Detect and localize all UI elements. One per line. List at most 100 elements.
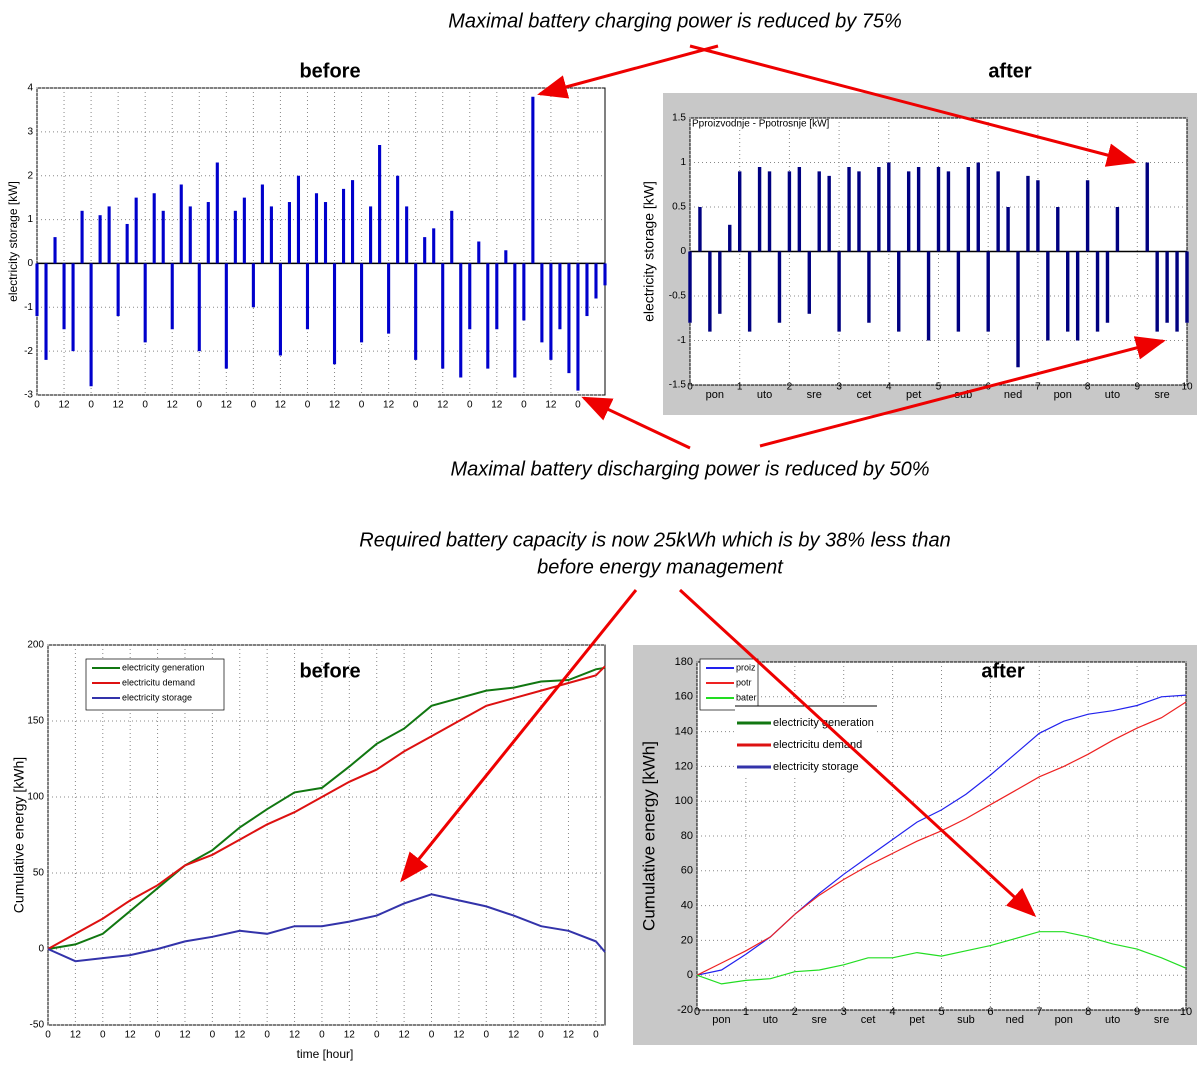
x-tick-label: 3 xyxy=(836,382,842,393)
x-tick-label: 12 xyxy=(58,400,70,411)
x-tick-label: 12 xyxy=(344,1030,356,1041)
y-tick-label: 180 xyxy=(675,656,693,668)
x-tick-label: 12 xyxy=(234,1030,246,1041)
y-tick-label: -1 xyxy=(24,302,33,313)
x-axis-label: time [hour] xyxy=(297,1047,354,1061)
y-tick-label: -1.5 xyxy=(669,380,687,391)
x-tick-label: 0 xyxy=(45,1030,51,1041)
y-tick-label: 0 xyxy=(680,246,686,257)
y-axis-label: Cumulative energy [kWh] xyxy=(639,741,658,931)
day-label: sre xyxy=(1155,389,1170,401)
day-label: cet xyxy=(857,389,872,401)
series-line xyxy=(696,931,1187,985)
x-tick-label: 0 xyxy=(100,1030,106,1041)
day-label: pet xyxy=(909,1014,924,1026)
day-label: pon xyxy=(712,1014,730,1026)
legend-label: electricitu demand xyxy=(122,677,195,687)
y-tick-label: 50 xyxy=(33,868,45,879)
day-label: uto xyxy=(1105,1014,1120,1026)
x-tick-label: 0 xyxy=(264,1030,270,1041)
legend-label: electricity generation xyxy=(773,717,874,729)
x-tick-label: 2 xyxy=(792,1006,798,1018)
chart-title: after xyxy=(981,660,1025,682)
y-tick-label: 200 xyxy=(27,640,44,651)
x-tick-label: 0 xyxy=(359,400,365,411)
y-tick-label: 80 xyxy=(681,830,693,842)
day-label: ned xyxy=(1006,1014,1024,1026)
y-tick-label: 120 xyxy=(675,760,693,772)
y-tick-label: 1 xyxy=(27,214,33,225)
x-tick-label: 10 xyxy=(1181,382,1193,393)
x-tick-label: 0 xyxy=(694,1006,700,1018)
x-tick-label: 0 xyxy=(34,400,40,411)
day-label: sub xyxy=(954,389,972,401)
y-tick-label: 150 xyxy=(27,716,44,727)
x-tick-label: 0 xyxy=(429,1030,435,1041)
y-tick-label: 2 xyxy=(27,170,33,181)
y-tick-label: -1 xyxy=(677,335,686,346)
y-tick-label: 1 xyxy=(680,157,686,168)
x-tick-label: 0 xyxy=(687,382,693,393)
x-tick-label: 12 xyxy=(329,400,341,411)
y-axis-label: electricity storage [kW] xyxy=(6,181,20,302)
x-tick-label: 0 xyxy=(521,400,527,411)
y-tick-label: 0 xyxy=(27,258,33,269)
y-axis-label: Cumulative energy [kWh] xyxy=(11,757,27,913)
y-tick-label: 160 xyxy=(675,691,693,703)
y-tick-label: 4 xyxy=(27,83,33,94)
x-tick-label: 0 xyxy=(197,400,203,411)
y-tick-label: 100 xyxy=(675,795,693,807)
x-tick-label: 0 xyxy=(413,400,419,411)
chart-title: before xyxy=(299,60,360,82)
x-tick-label: 5 xyxy=(938,1006,944,1018)
x-tick-label: 7 xyxy=(1035,382,1041,393)
x-tick-label: 0 xyxy=(538,1030,544,1041)
x-tick-label: 12 xyxy=(275,400,287,411)
x-tick-label: 0 xyxy=(155,1030,161,1041)
x-tick-label: 1 xyxy=(737,382,743,393)
chart-title: before xyxy=(299,660,360,682)
y-tick-label: -2 xyxy=(24,346,33,357)
legend-label: electricity generation xyxy=(122,662,205,672)
y-tick-label: 60 xyxy=(681,865,693,877)
day-label: pon xyxy=(1055,1014,1073,1026)
x-tick-label: 12 xyxy=(399,1030,411,1041)
day-label: pon xyxy=(706,389,724,401)
x-tick-label: 12 xyxy=(453,1030,465,1041)
x-tick-label: 12 xyxy=(563,1030,575,1041)
annotation: Maximal battery discharging power is red… xyxy=(450,458,929,480)
day-label: sre xyxy=(812,1014,827,1026)
x-tick-label: 0 xyxy=(484,1030,490,1041)
day-label: ned xyxy=(1004,389,1022,401)
x-tick-label: 12 xyxy=(491,400,503,411)
legend-label: bater xyxy=(736,692,757,702)
day-label: sre xyxy=(807,389,822,401)
day-label: pet xyxy=(906,389,921,401)
plot-title: Pproizvodnje - Ppotrosnje [kW] xyxy=(692,119,830,130)
y-tick-label: -3 xyxy=(24,390,33,401)
x-tick-label: 3 xyxy=(841,1006,847,1018)
x-tick-label: 7 xyxy=(1036,1006,1042,1018)
x-tick-label: 6 xyxy=(985,382,991,393)
y-tick-label: 100 xyxy=(27,792,44,803)
x-tick-label: 4 xyxy=(886,382,892,393)
x-tick-label: 12 xyxy=(383,400,395,411)
x-tick-label: 0 xyxy=(251,400,257,411)
x-tick-label: 12 xyxy=(167,400,179,411)
x-tick-label: 12 xyxy=(179,1030,191,1041)
day-label: uto xyxy=(1105,389,1120,401)
y-axis-label: electricity storage [kW] xyxy=(641,181,657,322)
y-tick-label: -50 xyxy=(30,1020,45,1031)
x-tick-label: 2 xyxy=(787,382,793,393)
y-tick-label: 1.5 xyxy=(672,113,686,124)
x-tick-label: 12 xyxy=(221,400,233,411)
x-tick-label: 0 xyxy=(319,1030,325,1041)
x-tick-label: 12 xyxy=(545,400,557,411)
y-tick-label: 0.5 xyxy=(672,202,686,213)
annotation: Maximal battery charging power is reduce… xyxy=(448,10,902,32)
x-tick-label: 0 xyxy=(305,400,311,411)
legend-label: potr xyxy=(736,677,752,687)
x-tick-label: 12 xyxy=(70,1030,82,1041)
x-tick-label: 0 xyxy=(467,400,473,411)
